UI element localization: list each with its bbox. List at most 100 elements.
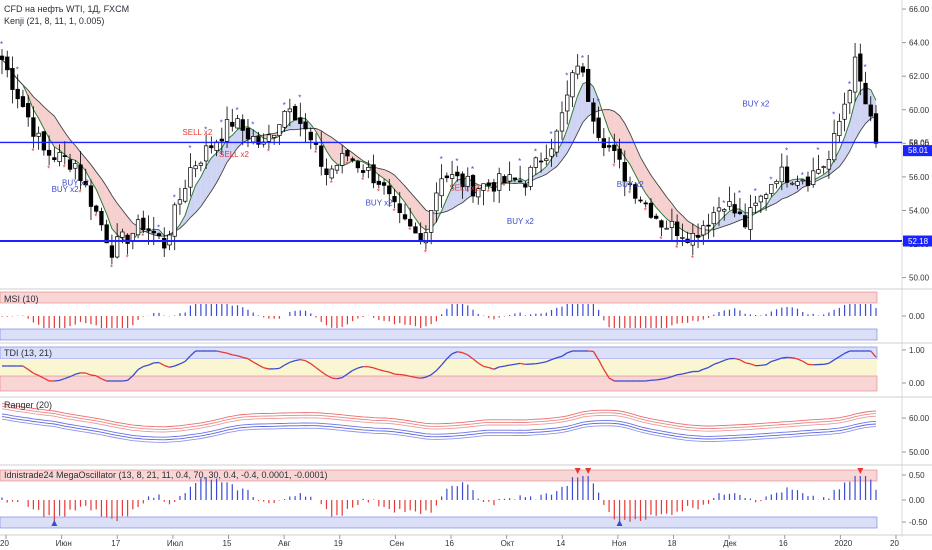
tdi-segment (713, 361, 720, 366)
signal-star: * (393, 207, 396, 216)
cloud-segment (771, 191, 777, 206)
candle-body (591, 102, 596, 122)
candle-body (654, 215, 659, 219)
signal-star: * (110, 263, 113, 272)
cloud-segment (33, 96, 39, 119)
tdi-segment (493, 366, 500, 370)
signal-star: * (675, 244, 678, 253)
cloud-segment (624, 123, 631, 165)
candle-body (517, 180, 523, 183)
msi-histogram (1, 304, 877, 328)
candle-body (847, 90, 852, 104)
mega-arrow (616, 520, 623, 526)
candle-body (784, 166, 790, 183)
cloud-segment (855, 90, 861, 140)
candle-body (214, 141, 219, 151)
candle-body (120, 231, 125, 238)
candle-body (329, 168, 334, 179)
tdi-segment (33, 372, 39, 377)
cloud-segment (378, 168, 385, 179)
time-tick-label: 14 (556, 539, 565, 548)
tdi-segment (143, 364, 149, 368)
tdi-segment (242, 356, 249, 360)
time-tick-label: 17 (111, 539, 120, 548)
candle-body (779, 166, 784, 183)
candle-body (743, 215, 748, 228)
candle-body (811, 170, 816, 185)
cloud-segment (572, 95, 578, 144)
tdi-segment (54, 379, 60, 382)
indicator-title: Kenji (21, 8, 11, 1, 0.005) (4, 16, 104, 26)
ranger-lines (1, 403, 877, 443)
tdi-segment (745, 362, 751, 365)
signal-star: * (63, 163, 66, 172)
candle-body (130, 232, 135, 242)
candle-body (125, 234, 130, 244)
cloud-segment (211, 152, 217, 192)
tdi-segment (169, 365, 175, 368)
candle-body (151, 230, 156, 234)
candle-body (177, 199, 183, 205)
mega-upper-band (0, 469, 878, 482)
candle-body (256, 136, 261, 145)
time-tick-label: Окт (501, 539, 515, 548)
tdi-segment (420, 376, 427, 379)
signal-star: * (141, 232, 144, 241)
time-tick-label: 16 (445, 539, 454, 548)
signal-label: BUY x2 (62, 178, 90, 187)
tdi-segment (520, 362, 526, 365)
candle-body (617, 148, 622, 160)
price-tick-label: 50.00 (909, 274, 930, 283)
signal-star: * (534, 147, 537, 156)
signal-star: * (769, 175, 772, 184)
ranger-line (1, 403, 877, 428)
indicator-tick-label: 1.00 (909, 346, 925, 355)
tdi-segment (488, 366, 495, 370)
candle-body (392, 196, 397, 203)
candle-body (31, 117, 36, 137)
signal-star: * (832, 111, 835, 120)
tdi-segment (457, 351, 463, 354)
candle-body (826, 159, 832, 170)
tdi-segment (132, 369, 139, 377)
tdi-segment (305, 360, 312, 365)
candle-body (596, 117, 601, 138)
tdi-segment (546, 359, 552, 363)
candle-body (10, 68, 15, 90)
signal-star: * (408, 226, 411, 235)
tdi-segment (703, 366, 709, 370)
candle-body (512, 177, 518, 180)
tdi-segment (347, 369, 354, 375)
candle-body (360, 170, 366, 173)
tdi-segment (739, 359, 746, 364)
candle-body (36, 132, 41, 137)
candle-body (46, 149, 52, 156)
signal-star: * (722, 199, 725, 208)
tdi-segment (38, 374, 45, 379)
cloud-segment (577, 83, 583, 133)
cloud-segment (420, 204, 426, 231)
signal-star: * (345, 160, 348, 169)
candle-body (402, 214, 408, 220)
candle-body (167, 234, 172, 246)
support-price-label: 52.18 (908, 237, 929, 246)
candle-body (659, 220, 664, 228)
tdi-segment (122, 379, 128, 382)
signal-label: BUY x2 (742, 99, 770, 108)
candlestick-series[interactable] (0, 43, 879, 265)
cloud-segment (117, 203, 123, 239)
signal-star: * (801, 171, 804, 180)
signal-star: * (424, 249, 427, 258)
candle-body (868, 104, 873, 117)
tdi-segment (535, 362, 542, 365)
signal-star: * (79, 189, 82, 198)
tdi-segment (404, 374, 411, 377)
indicator-tick-label: 0.00 (909, 312, 925, 321)
candle-body (481, 183, 486, 191)
cloud-segment (630, 133, 636, 175)
candle-body (439, 178, 444, 197)
candle-body (350, 158, 355, 161)
cloud-segment (713, 221, 719, 230)
signal-star: * (47, 164, 50, 173)
